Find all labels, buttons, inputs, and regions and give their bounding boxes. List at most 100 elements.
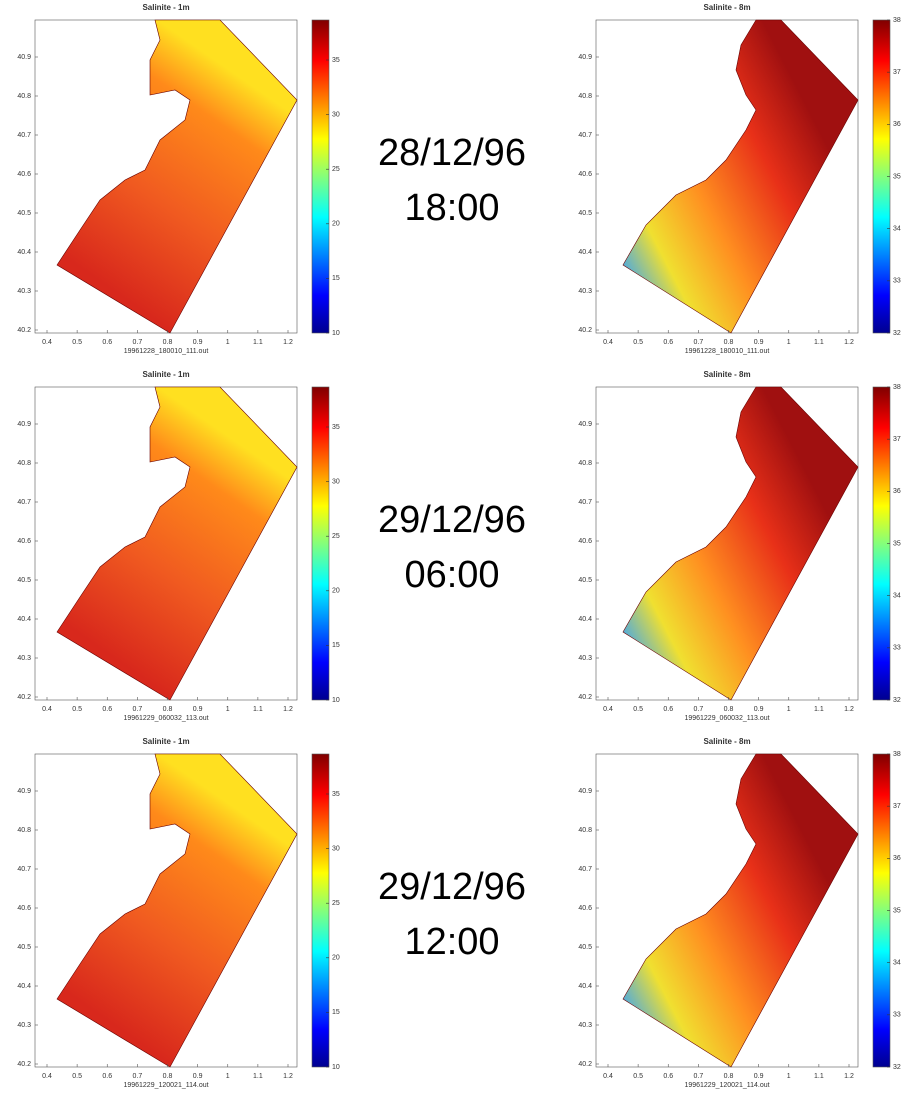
- y-tick-label: 40.8: [17, 93, 31, 100]
- colorbar-tick-label: 15: [332, 275, 340, 282]
- y-tick-label: 40.4: [17, 249, 31, 256]
- y-tick-label: 40.7: [17, 132, 31, 139]
- file-label: 19961229_060032_113.out: [123, 715, 208, 722]
- y-tick-label: 40.8: [17, 827, 31, 834]
- panel-title: Salinite - 1m: [142, 737, 189, 746]
- salinity-field: [56, 753, 298, 1068]
- x-tick-label: 1.2: [844, 339, 854, 346]
- y-tick-label: 40.6: [17, 538, 31, 545]
- x-tick-label: 0.6: [102, 706, 112, 713]
- colorbar-tick-label: 38: [893, 17, 901, 24]
- x-tick-label: 0.6: [663, 339, 673, 346]
- y-tick-label: 40.9: [578, 788, 592, 795]
- x-tick-label: 0.8: [724, 1073, 734, 1080]
- colorbar-tick-label: 36: [893, 855, 901, 862]
- y-tick-label: 40.8: [578, 93, 592, 100]
- salinity-field: [622, 386, 859, 701]
- colorbar-tick-label: 32: [893, 1064, 901, 1071]
- x-tick-label: 0.7: [133, 1073, 143, 1080]
- colorbar-tick-label: 33: [893, 1012, 901, 1019]
- y-tick-label: 40.2: [17, 694, 31, 701]
- y-tick-label: 40.9: [17, 54, 31, 61]
- colorbar-tick-label: 34: [893, 960, 901, 967]
- x-tick-label: 1.1: [814, 706, 824, 713]
- y-tick-label: 40.4: [578, 983, 592, 990]
- y-tick-label: 40.4: [17, 983, 31, 990]
- x-tick-label: 0.4: [603, 339, 613, 346]
- y-tick-label: 40.3: [17, 1022, 31, 1029]
- colorbar-tick-label: 34: [893, 226, 901, 233]
- x-tick-label: 0.8: [163, 706, 173, 713]
- x-tick-label: 1: [226, 1073, 230, 1080]
- colorbar-tick-label: 20: [332, 955, 340, 962]
- colorbar-tick-label: 36: [893, 121, 901, 128]
- panel-title: Salinite - 1m: [142, 370, 189, 379]
- x-tick-label: 1.2: [844, 1073, 854, 1080]
- colorbar-tick-label: 10: [332, 330, 340, 337]
- x-tick-label: 0.6: [663, 1073, 673, 1080]
- colorbar-tick-label: 33: [893, 278, 901, 285]
- x-tick-label: 0.5: [633, 339, 643, 346]
- panel-title: Salinite - 1m: [142, 3, 189, 12]
- y-tick-label: 40.9: [578, 54, 592, 61]
- colorbar-tick-label: 25: [332, 533, 340, 540]
- colorbar-tick-label: 38: [893, 751, 901, 758]
- x-tick-label: 0.5: [72, 706, 82, 713]
- y-tick-label: 40.6: [578, 171, 592, 178]
- x-tick-label: 1.2: [283, 706, 293, 713]
- x-tick-label: 1: [226, 706, 230, 713]
- y-tick-label: 40.7: [17, 866, 31, 873]
- y-tick-label: 40.4: [17, 616, 31, 623]
- y-tick-label: 40.2: [578, 1061, 592, 1068]
- x-tick-label: 0.8: [724, 339, 734, 346]
- colorbar-tick-label: 25: [332, 900, 340, 907]
- map-panel: Salinite - 1m 19961228_180010_111.out 0.4 0…: [17, 3, 340, 355]
- map-panel: Salinite - 8m 19961229_060032_113.out 0.4 0…: [578, 370, 901, 722]
- y-tick-label: 40.8: [578, 460, 592, 467]
- salinity-field: [56, 386, 298, 701]
- y-tick-label: 40.5: [578, 577, 592, 584]
- timestamp-date: 29/12/96: [378, 866, 526, 908]
- colorbar-tick-label: 37: [893, 803, 901, 810]
- x-tick-label: 0.9: [193, 706, 203, 713]
- y-tick-label: 40.7: [578, 499, 592, 506]
- x-tick-label: 0.8: [163, 1073, 173, 1080]
- panel-title: Salinite - 8m: [703, 737, 750, 746]
- y-tick-label: 40.8: [17, 460, 31, 467]
- x-tick-label: 0.8: [163, 339, 173, 346]
- x-tick-label: 0.6: [102, 1073, 112, 1080]
- x-tick-label: 1.2: [283, 339, 293, 346]
- y-tick-label: 40.9: [578, 421, 592, 428]
- x-tick-label: 0.6: [663, 706, 673, 713]
- colorbar-tick-label: 37: [893, 436, 901, 443]
- y-tick-label: 40.3: [578, 288, 592, 295]
- file-label: 19961228_180010_111.out: [124, 348, 209, 355]
- colorbar-tick-label: 15: [332, 642, 340, 649]
- colorbar-tick-label: 35: [332, 791, 340, 798]
- colorbar-tick-label: 33: [893, 645, 901, 652]
- y-tick-label: 40.6: [17, 905, 31, 912]
- x-tick-label: 1.1: [253, 706, 263, 713]
- y-tick-label: 40.9: [17, 788, 31, 795]
- y-tick-label: 40.7: [17, 499, 31, 506]
- x-tick-label: 1: [787, 706, 791, 713]
- file-label: 19961229_060032_113.out: [684, 715, 769, 722]
- x-tick-label: 0.5: [72, 1073, 82, 1080]
- colorbar-tick-label: 32: [893, 330, 901, 337]
- x-tick-label: 1.1: [814, 1073, 824, 1080]
- salinity-field: [622, 19, 859, 334]
- colorbar-tick-label: 15: [332, 1009, 340, 1016]
- map-panel: Salinite - 1m 19961229_060032_113.out 0.4 0…: [17, 370, 340, 722]
- x-tick-label: 1.1: [253, 339, 263, 346]
- x-tick-label: 0.5: [633, 706, 643, 713]
- map-panel: Salinite - 8m 19961228_180010_111.out 0.4 0…: [578, 3, 901, 355]
- salinity-field: [56, 19, 298, 334]
- x-tick-label: 1.1: [253, 1073, 263, 1080]
- salinity-field: [622, 753, 859, 1068]
- panel-title: Salinite - 8m: [703, 370, 750, 379]
- y-tick-label: 40.2: [17, 1061, 31, 1068]
- colorbar-tick-label: 25: [332, 166, 340, 173]
- x-tick-label: 0.9: [754, 706, 764, 713]
- colorbar-tick-label: 30: [332, 478, 340, 485]
- x-tick-label: 1.2: [283, 1073, 293, 1080]
